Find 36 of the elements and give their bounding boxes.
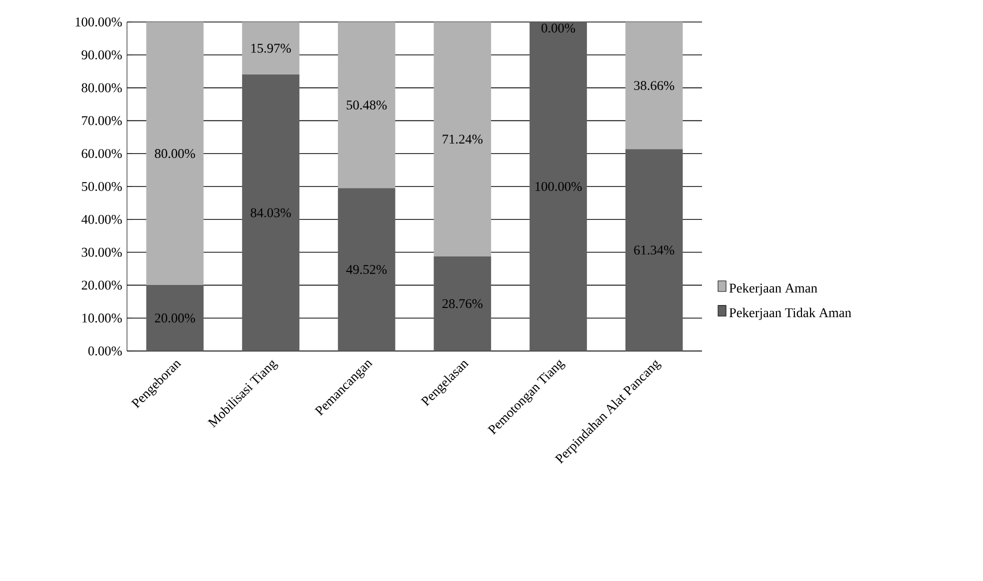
y-tick-label: 80.00%	[82, 83, 122, 92]
bar	[242, 22, 300, 75]
data-label: 61.34%	[634, 246, 674, 255]
y-tick-label: 30.00%	[82, 248, 122, 257]
data-label: 28.76%	[442, 299, 483, 308]
bar	[146, 285, 204, 351]
bar	[530, 22, 587, 351]
data-label: 20.00%	[154, 314, 196, 323]
data-label: 80.00%	[154, 149, 196, 158]
data-label: 71.24%	[442, 134, 483, 144]
bar	[146, 22, 204, 286]
bar	[338, 22, 396, 188]
data-label: 15.97%	[251, 44, 291, 53]
y-tick-label: 50.00%	[82, 182, 122, 192]
data-label: 0.00%	[542, 24, 576, 33]
y-tick-label: 60.00%	[82, 149, 122, 158]
data-label: 38.66%	[634, 81, 674, 90]
y-tick-label: 20.00%	[82, 280, 122, 290]
y-tick-label: 90.00%	[82, 50, 122, 60]
y-tick-label: 40.00%	[81, 214, 122, 224]
bar	[625, 22, 683, 150]
data-label: 50.48%	[346, 100, 387, 110]
data-label: 100.00%	[536, 182, 582, 192]
bar	[338, 188, 396, 351]
legend-label: Pekerjaan Aman	[729, 283, 818, 296]
bar	[434, 22, 492, 256]
y-tick-label: 100.00%	[76, 17, 122, 27]
data-label: 49.52%	[346, 265, 387, 274]
y-tick-label: 10.00%	[82, 314, 122, 323]
y-tick-label: 0.00%	[88, 346, 122, 356]
bar	[242, 74, 300, 351]
y-tick-label: 70.00%	[82, 116, 122, 126]
data-label: 84.03%	[250, 208, 291, 218]
bar	[625, 149, 683, 351]
bar	[434, 256, 492, 351]
legend-label: Pekerjaan Tidak Aman	[729, 308, 852, 320]
